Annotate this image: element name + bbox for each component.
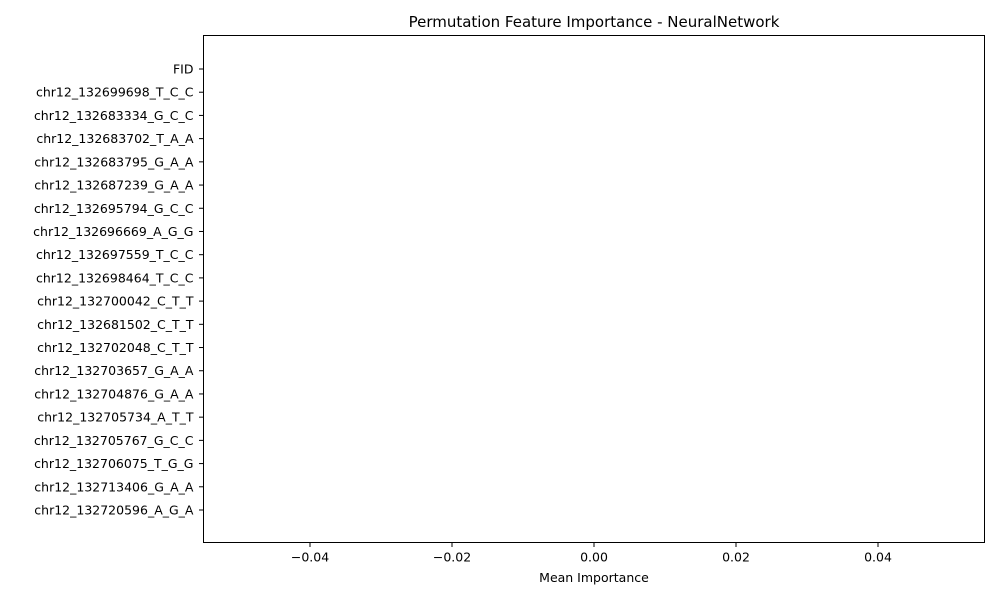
y-tick-label: chr12_132697559_T_C_C: [36, 247, 194, 262]
x-axis-ticks: −0.04 −0.02 0.00 0.02 0.04: [291, 542, 892, 565]
x-tick-label: 0.04: [864, 550, 892, 565]
y-tick-label: chr12_132706075_T_G_G: [34, 456, 193, 471]
x-tick-label: 0.00: [580, 550, 608, 565]
y-tick-label: chr12_132705734_A_T_T: [37, 410, 194, 425]
y-tick-label: chr12_132683334_G_C_C: [34, 108, 194, 123]
y-tick-label: chr12_132696669_A_G_G: [33, 224, 193, 239]
y-tick-label: chr12_132720596_A_G_A: [34, 503, 194, 518]
chart-title: Permutation Feature Importance - NeuralN…: [409, 13, 780, 31]
y-tick-label: chr12_132704876_G_A_A: [34, 386, 194, 401]
x-tick-label: −0.04: [291, 550, 329, 565]
y-tick-label: chr12_132699698_T_C_C: [36, 85, 194, 100]
y-tick-label: chr12_132700042_C_T_T: [37, 294, 194, 309]
y-tick-label: FID: [173, 62, 194, 77]
y-tick-label: chr12_132687239_G_A_A: [34, 178, 194, 193]
x-axis-label: Mean Importance: [539, 570, 649, 585]
y-axis-ticks: FID chr12_132699698_T_C_C chr12_132683334_…: [33, 62, 204, 518]
y-tick-label: chr12_132705767_G_C_C: [34, 433, 194, 448]
y-tick-label: chr12_132683795_G_A_A: [34, 154, 194, 169]
y-tick-label: chr12_132713406_G_A_A: [34, 479, 194, 494]
y-tick-label: chr12_132703657_G_A_A: [34, 363, 194, 378]
y-tick-label: chr12_132698464_T_C_C: [36, 270, 194, 285]
x-tick-label: −0.02: [433, 550, 471, 565]
x-tick-label: 0.02: [722, 550, 750, 565]
y-tick-label: chr12_132681502_C_T_T: [37, 317, 194, 332]
plot-area-frame: [203, 35, 985, 543]
y-tick-label: chr12_132702048_C_T_T: [37, 340, 194, 355]
y-tick-label: chr12_132695794_G_C_C: [34, 201, 194, 216]
y-tick-label: chr12_132683702_T_A_A: [36, 131, 194, 146]
